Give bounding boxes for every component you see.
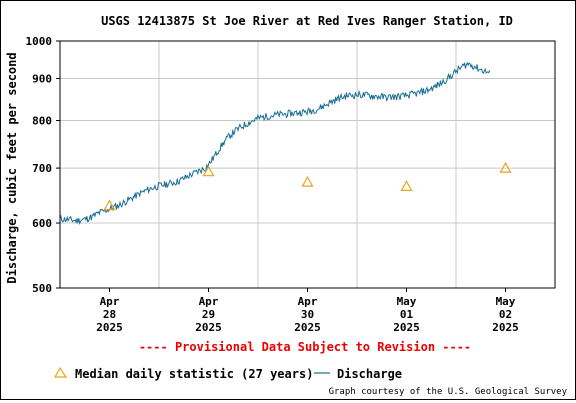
x-tick-label: May 02 2025 xyxy=(492,295,519,334)
discharge-legend-label: Discharge xyxy=(337,367,402,381)
y-tick-label: 700 xyxy=(32,162,52,175)
median-marker xyxy=(400,180,413,191)
chart-title: USGS 12413875 St Joe River at Red Ives R… xyxy=(101,14,513,28)
x-tick-label: Apr 28 2025 xyxy=(96,295,123,334)
x-tick-label: May 01 2025 xyxy=(393,295,420,334)
y-tick-label: 900 xyxy=(32,73,52,86)
x-tick-label: Apr 29 2025 xyxy=(195,295,222,334)
y-tick-label: 1000 xyxy=(26,35,53,48)
median-marker xyxy=(202,165,215,177)
median-marker xyxy=(103,199,116,211)
median-marker xyxy=(301,175,314,187)
y-tick-label: 800 xyxy=(32,115,52,128)
discharge-series-line xyxy=(59,61,491,226)
median-legend-icon xyxy=(53,366,68,378)
median-marker xyxy=(499,161,512,173)
provisional-note: ---- Provisional Data Subject to Revisio… xyxy=(139,340,471,354)
plot-area xyxy=(60,41,555,288)
x-tick-label: Apr 30 2025 xyxy=(294,295,321,334)
median-legend-label: Median daily statistic (27 years) xyxy=(75,367,313,381)
y-tick-label: 600 xyxy=(32,217,52,230)
y-axis-label: Discharge, cubic feet per second xyxy=(5,52,19,283)
plot-border xyxy=(59,40,556,289)
usgs-credit: Graph courtesy of the U.S. Geological Su… xyxy=(329,387,568,397)
y-tick-label: 500 xyxy=(32,282,52,295)
